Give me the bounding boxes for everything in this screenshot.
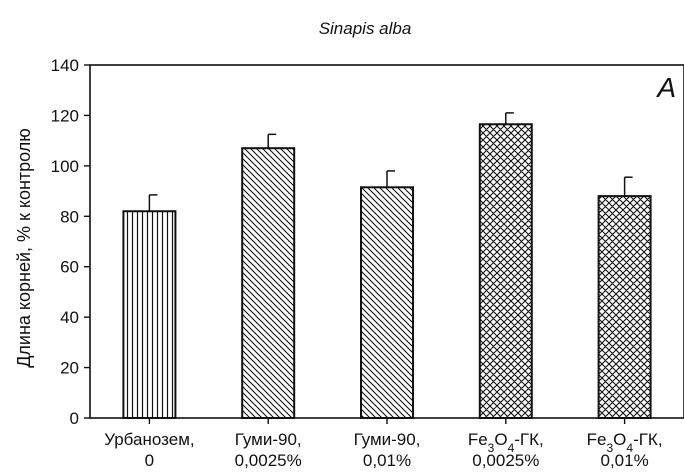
y-tick-label: 60 <box>60 258 79 277</box>
x-tick-label: Урбанозем, <box>104 430 194 449</box>
x-tick-label: 0,01% <box>600 451 648 470</box>
bar <box>597 195 652 419</box>
bar <box>241 147 296 419</box>
x-tick-label: 0 <box>145 451 154 470</box>
x-tick-label: Гуми-90, <box>354 430 421 449</box>
bar <box>122 210 177 419</box>
x-tick-label: 0,0025% <box>472 451 539 470</box>
chart-title: Sinapis alba <box>319 19 412 38</box>
panel-label: A <box>655 72 676 103</box>
x-tick-label: Fe3O4-ГК, <box>587 430 663 455</box>
bar <box>360 186 414 419</box>
x-tick-label: 0,0025% <box>235 451 302 470</box>
y-tick-label: 20 <box>60 359 79 378</box>
x-tick-label: Fe3O4-ГК, <box>468 430 544 455</box>
y-tick-label: 100 <box>51 157 79 176</box>
y-tick-label: 140 <box>51 56 79 75</box>
y-tick-label: 80 <box>60 207 79 226</box>
plot-area: 0 20 40 60 80 100 120 140 Урбанозем, 0 Гуми-90, 0,0… <box>51 56 684 470</box>
y-axis-label: Длина корней, % к контролю <box>14 128 34 368</box>
x-tick-label: 0,01% <box>363 451 411 470</box>
bar <box>478 123 533 419</box>
x-tick-label: Гуми-90, <box>235 430 302 449</box>
y-tick-label: 0 <box>70 409 79 428</box>
y-tick-label: 40 <box>60 308 79 327</box>
y-tick-label: 120 <box>51 106 79 125</box>
